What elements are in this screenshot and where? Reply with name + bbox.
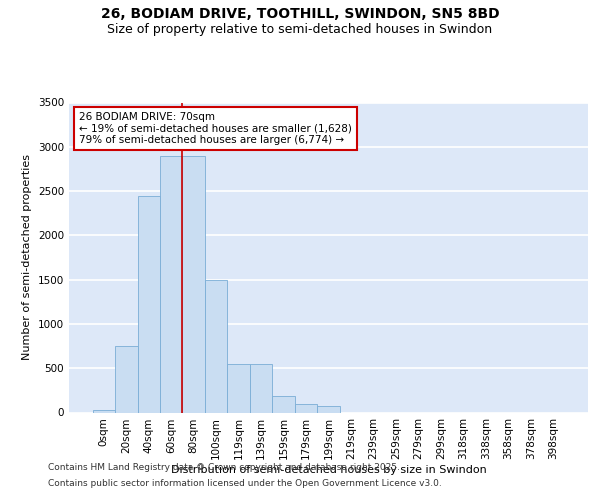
Text: Contains public sector information licensed under the Open Government Licence v3: Contains public sector information licen… — [48, 478, 442, 488]
Bar — [205, 280, 227, 412]
Y-axis label: Number of semi-detached properties: Number of semi-detached properties — [22, 154, 32, 360]
Bar — [317, 406, 340, 412]
Bar — [92, 410, 115, 412]
X-axis label: Distribution of semi-detached houses by size in Swindon: Distribution of semi-detached houses by … — [170, 465, 487, 475]
Bar — [272, 396, 295, 412]
Text: 26 BODIAM DRIVE: 70sqm
← 19% of semi-detached houses are smaller (1,628)
79% of : 26 BODIAM DRIVE: 70sqm ← 19% of semi-det… — [79, 112, 352, 145]
Bar — [250, 364, 272, 412]
Text: Contains HM Land Registry data © Crown copyright and database right 2025.: Contains HM Land Registry data © Crown c… — [48, 464, 400, 472]
Bar — [137, 196, 160, 412]
Bar — [227, 364, 250, 412]
Bar — [115, 346, 137, 412]
Bar — [295, 404, 317, 412]
Text: Size of property relative to semi-detached houses in Swindon: Size of property relative to semi-detach… — [107, 22, 493, 36]
Text: 26, BODIAM DRIVE, TOOTHILL, SWINDON, SN5 8BD: 26, BODIAM DRIVE, TOOTHILL, SWINDON, SN5… — [101, 8, 499, 22]
Bar — [160, 156, 182, 412]
Bar — [182, 156, 205, 412]
